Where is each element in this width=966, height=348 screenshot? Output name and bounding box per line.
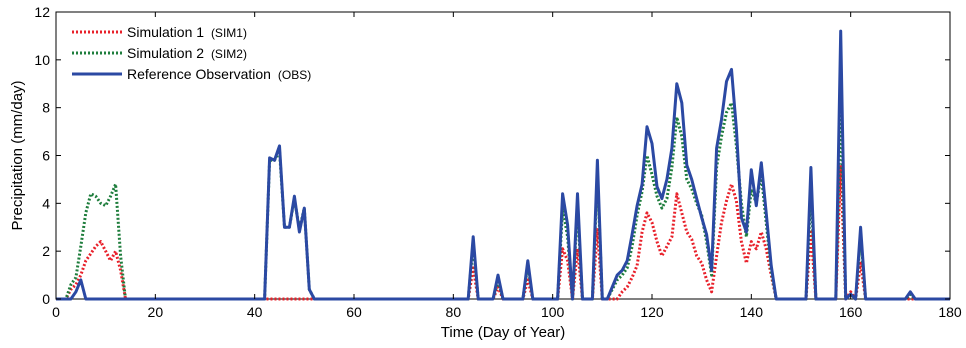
x-tick-label: 20 <box>148 304 164 320</box>
y-tick-label: 0 <box>42 291 50 307</box>
ticks-layer: 0 20 40 60 80 100 120 140 160 180 0 2 4 6 8 10 12 <box>34 4 961 320</box>
x-tick-label: 40 <box>247 304 263 320</box>
series-line-3 <box>56 29 950 301</box>
x-tick-label: 80 <box>446 304 462 320</box>
x-tick-label: 100 <box>541 304 565 320</box>
y-tick-label: 10 <box>34 52 50 68</box>
legend-label-2: Simulation 2 (SIM2) <box>127 45 247 61</box>
legend-series-name: Reference Observation <box>127 66 271 82</box>
legend-series-tag: (SIM2) <box>211 47 247 61</box>
x-tick-label: 180 <box>938 304 962 320</box>
y-tick-label: 4 <box>42 195 50 211</box>
y-tick-label: 8 <box>42 100 50 116</box>
legend-series-name: Simulation 2 <box>127 45 204 61</box>
legend-label-3: Reference Observation (OBS) <box>127 66 311 82</box>
series-layer <box>56 29 950 301</box>
x-tick-label: 140 <box>740 304 764 320</box>
legend-series-tag: (SIM1) <box>211 26 247 40</box>
y-axis-label: Precipitation (mm/day) <box>9 80 26 230</box>
legend-label-1: Simulation 1 (SIM1) <box>127 24 247 40</box>
x-tick-label: 0 <box>52 304 60 320</box>
x-axis-label: Time (Day of Year) <box>441 324 566 341</box>
legend-series-tag: (OBS) <box>278 68 311 82</box>
legend-series-name: Simulation 1 <box>127 24 204 40</box>
y-tick-label: 6 <box>42 148 50 164</box>
y-tick-label: 12 <box>34 4 50 20</box>
x-tick-label: 60 <box>346 304 362 320</box>
x-tick-label: 120 <box>640 304 664 320</box>
y-tick-label: 2 <box>42 243 50 259</box>
x-tick-label: 160 <box>839 304 863 320</box>
legend: Simulation 1 (SIM1) Simulation 2 (SIM2) Re… <box>72 24 311 82</box>
